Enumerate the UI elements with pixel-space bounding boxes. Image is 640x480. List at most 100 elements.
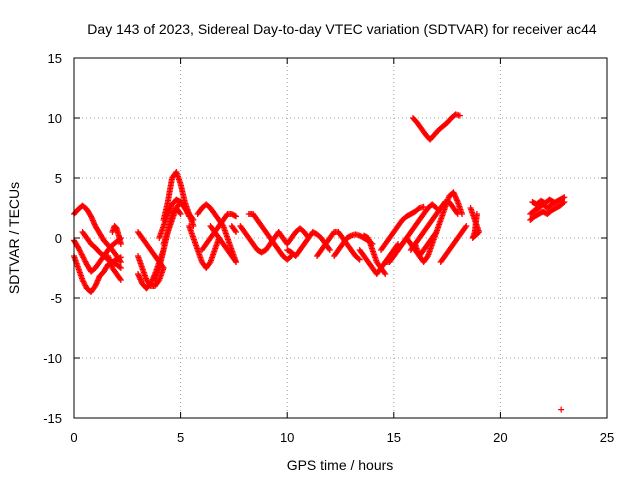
series-arc-34 (467, 205, 483, 241)
data-point (137, 276, 144, 283)
data-point (381, 269, 388, 276)
series-arc-31 (412, 189, 466, 265)
series-arc-17 (207, 223, 240, 265)
data-point (135, 272, 142, 279)
data-point (473, 211, 480, 217)
x-tick-label: 0 (70, 430, 77, 445)
data-point (164, 211, 171, 217)
data-point (116, 264, 123, 271)
data-point (454, 197, 461, 204)
data-point (177, 211, 184, 217)
data-point (117, 254, 124, 261)
series-arc-24 (331, 231, 376, 259)
data-point (117, 275, 124, 282)
series-arc-37 (529, 196, 557, 208)
data-point (355, 255, 362, 262)
data-point (356, 256, 363, 263)
data-point (451, 190, 458, 197)
series-arc-27 (378, 203, 427, 253)
series-arc-32 (437, 223, 470, 265)
y-tick-label: 0 (55, 231, 62, 246)
series-arc-26 (360, 232, 389, 277)
y-axis-label: SDTVAR / TECUs (6, 182, 22, 294)
data-point (558, 406, 565, 413)
data-point (424, 254, 431, 261)
data-point (155, 278, 162, 285)
data-point (459, 211, 466, 217)
data-point (560, 199, 567, 206)
marker-layer (71, 111, 568, 413)
series-arc-6 (109, 223, 124, 247)
data-point (325, 245, 332, 252)
x-tick-label: 25 (600, 430, 614, 445)
series-arc-20 (245, 211, 295, 263)
series-arc-19 (237, 223, 282, 256)
data-point (167, 204, 174, 211)
series-arc-18 (228, 223, 240, 235)
data-point (88, 214, 95, 221)
data-point (233, 213, 240, 220)
data-point (89, 216, 96, 223)
y-tick-label: 15 (48, 51, 62, 66)
data-point (456, 112, 463, 119)
y-tick-label: 5 (55, 171, 62, 186)
data-point (95, 276, 102, 283)
series-arc-16 (198, 211, 240, 253)
data-point (117, 265, 124, 271)
series-arc-33 (409, 111, 463, 143)
data-point (91, 220, 98, 227)
data-point (462, 224, 469, 231)
data-point (165, 209, 172, 216)
data-point (326, 247, 333, 253)
data-point (88, 213, 95, 220)
chart-title: Day 143 of 2023, Sidereal Day-to-day VTE… (87, 21, 597, 37)
data-point (561, 199, 568, 205)
data-point (166, 208, 173, 215)
series-arc-14 (186, 223, 222, 271)
tick-layer: 0 5 10 15 20 25 15 10 5 0 -5 -10 -15 (43, 51, 614, 445)
data-point (232, 257, 239, 264)
y-tick-label: 10 (48, 111, 62, 126)
series-arc-36 (527, 199, 568, 223)
data-point (463, 223, 470, 229)
data-point (167, 205, 174, 212)
data-point (147, 280, 154, 287)
series-arc-21 (275, 225, 312, 247)
data-point (117, 241, 124, 247)
x-tick-label: 10 (280, 430, 294, 445)
data-point (451, 192, 458, 199)
data-point (452, 193, 459, 200)
data-point (117, 277, 124, 283)
series-arc-2 (71, 235, 124, 275)
data-point (382, 271, 389, 277)
data-point (90, 218, 97, 225)
y-tick-label: -15 (43, 411, 62, 426)
data-point (136, 275, 143, 282)
data-point (190, 217, 197, 223)
x-axis-label: GPS time / hours (287, 457, 394, 473)
data-point (186, 213, 193, 220)
data-point (92, 283, 99, 289)
data-point (453, 196, 460, 203)
data-point (136, 273, 143, 280)
series-arc-3 (71, 253, 124, 295)
data-point (232, 227, 239, 234)
x-tick-label: 20 (493, 430, 507, 445)
data-point (189, 215, 196, 222)
data-point (93, 280, 100, 287)
data-point (287, 253, 294, 260)
series-arc-30 (407, 199, 461, 253)
series-outlier (558, 406, 565, 413)
data-point (176, 209, 183, 216)
data-point (148, 279, 155, 286)
data-point (89, 217, 96, 224)
data-point (432, 204, 439, 211)
data-point (166, 206, 173, 213)
data-point (92, 281, 99, 288)
y-tick-label: -10 (43, 351, 62, 366)
data-point (206, 260, 213, 267)
data-point (138, 277, 145, 284)
data-point (94, 278, 101, 285)
data-point (148, 277, 155, 284)
